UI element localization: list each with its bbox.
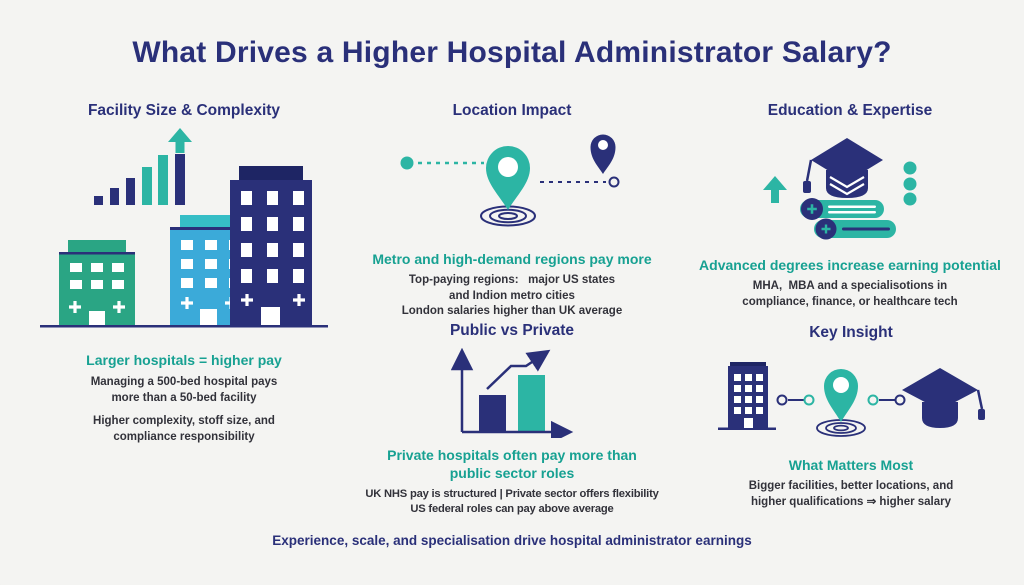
- education-body-line: MHA, MBA and a specialisotions in: [752, 280, 948, 293]
- location-highlight: Metro and high-demand regions pay more: [372, 251, 652, 267]
- section-heading-key-insight: Key Insight: [809, 324, 893, 341]
- key-insight-body: Bigger facilities, better locations, and…: [749, 479, 954, 510]
- section-heading-public-private: Public vs Private: [449, 322, 575, 339]
- public-private-body-line: UK NHS pay is structured | Private secto…: [365, 488, 659, 501]
- graduation-cap-books-icon: [763, 138, 917, 240]
- section-education-expertise: Education & Expertise: [680, 102, 1020, 310]
- buildings-growth-chart-icon: [40, 128, 328, 328]
- public-private-body-line: US federal roles can pay above average: [410, 503, 614, 516]
- facility-highlight: Larger hospitals = higher pay: [86, 352, 282, 368]
- facility-body-line: Higher complexity, stoff size, and: [93, 415, 275, 428]
- public-private-highlight-line: public sector roles: [449, 465, 575, 482]
- section-location-impact: Location Impact Metro and high-demand re…: [360, 102, 664, 320]
- section-facility-size: Facility Size & Complexity: [26, 102, 342, 445]
- facility-body-line: compliance responsibility: [113, 430, 255, 443]
- map-pins-route-icon: [400, 134, 620, 227]
- page-title: What Drives a Higher Hospital Administra…: [132, 36, 892, 69]
- education-highlight: Advanced degrees increase earning potent…: [699, 257, 1001, 273]
- section-heading-education: Education & Expertise: [767, 102, 933, 119]
- facility-body-line: Managing a 500-bed hospital pays: [90, 376, 278, 389]
- facility-body: Managing a 500-bed hospital pays more th…: [91, 375, 278, 445]
- footer-tagline: Experience, scale, and specialisation dr…: [272, 533, 752, 548]
- key-insight-body-line: higher qualifications ⇒ higher salary: [750, 495, 952, 508]
- key-insight-highlight: What Matters Most: [788, 457, 914, 473]
- location-body-line: and Indion metro cities: [449, 289, 575, 302]
- section-heading-facility: Facility Size & Complexity: [87, 102, 281, 119]
- facility-body-line: more than a 50-bed facility: [111, 391, 257, 404]
- bar-chart-trend-icon: [450, 347, 574, 438]
- section-key-insight: Key Insight: [686, 324, 1016, 510]
- key-insight-body-line: Bigger facilities, better locations, and: [748, 480, 954, 493]
- education-body-line: compliance, finance, or healthcare tech: [742, 295, 958, 308]
- public-private-body: UK NHS pay is structured | Private secto…: [365, 487, 658, 517]
- public-private-highlight: Private hospitals often pay more than pu…: [387, 446, 637, 482]
- building-pin-cap-link-icon: [718, 362, 985, 437]
- public-private-highlight-line: Private hospitals often pay more than: [387, 447, 637, 463]
- location-body: Top-paying regions: major US states and …: [402, 273, 622, 320]
- location-body-line: London salaries higher than UK average: [401, 305, 623, 318]
- section-public-vs-private: Public vs Private Private hospitals ofte…: [340, 322, 684, 518]
- education-body: MHA, MBA and a specialisotions in compli…: [742, 279, 957, 310]
- section-heading-location: Location Impact: [452, 102, 572, 119]
- location-body-line: Top-paying regions: major US states: [408, 274, 616, 287]
